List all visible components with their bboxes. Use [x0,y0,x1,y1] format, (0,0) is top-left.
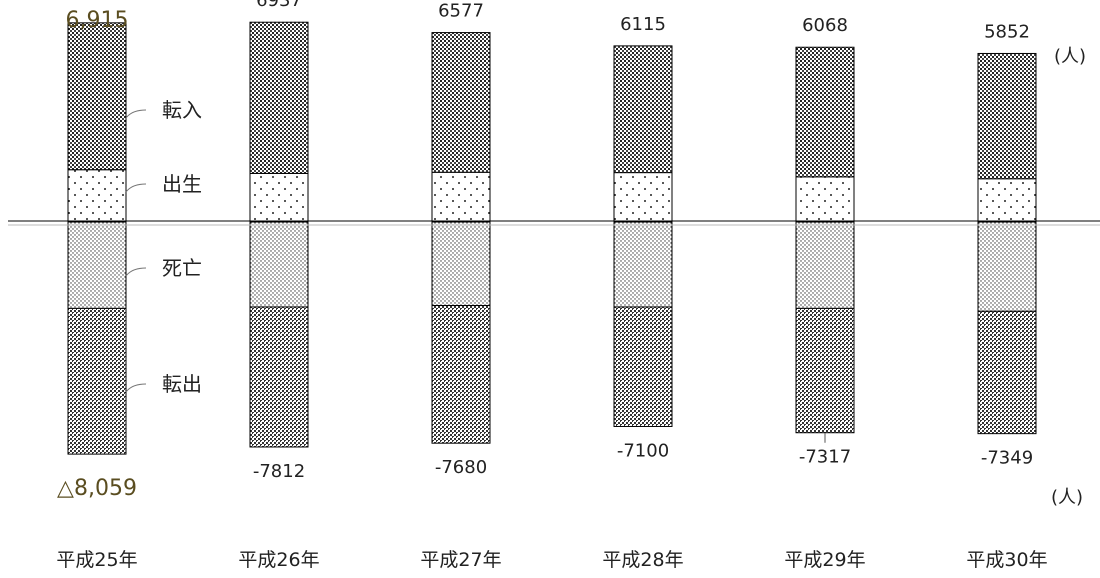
bar-tenshutsu-2 [432,306,490,444]
bottom-total-label-2: -7680 [435,457,487,478]
category-label-3: 平成28年 [602,549,683,571]
series-label-0: 転入 [162,98,202,122]
bar-shibou-1 [250,222,308,307]
series-label-2: 死亡 [162,256,202,280]
category-label-1: 平成26年 [238,549,319,571]
bar-tennyu-3 [614,46,672,173]
category-label-2: 平成27年 [420,549,501,571]
bar-shibou-0 [68,222,126,308]
bar-tennyu-0 [68,23,126,170]
callout-leader-3 [126,384,146,392]
bar-tenshutsu-5 [978,311,1036,433]
bars-layer [68,22,1036,454]
bar-tenshutsu-1 [250,307,308,447]
top-total-label-3: 6115 [620,14,666,35]
category-label-5: 平成30年 [966,549,1047,571]
bar-tenshutsu-4 [796,308,854,432]
bar-tennyu-1 [250,22,308,173]
bar-tennyu-5 [978,53,1036,178]
series-label-3: 転出 [162,372,202,396]
top-total-label-5: 5852 [984,21,1030,42]
unit-label-top: (人) [1054,46,1086,67]
top-total-label-0: 6,915 [66,8,129,33]
bar-shussei-3 [614,173,672,222]
bar-shussei-4 [796,177,854,222]
bar-shibou-2 [432,222,490,306]
bar-tennyu-2 [432,33,490,173]
top-total-label-2: 6577 [438,1,484,22]
callout-leader-0 [126,110,146,118]
series-label-1: 出生 [162,172,202,196]
callout-leader-1 [126,184,146,192]
bottom-total-label-3: -7100 [617,440,669,461]
bar-shussei-1 [250,173,308,222]
bar-tennyu-4 [796,47,854,177]
category-label-4: 平成29年 [784,549,865,571]
category-label-0: 平成25年 [56,549,137,571]
bar-shussei-5 [978,179,1036,222]
bottom-total-label-1: -7812 [253,461,305,482]
bar-tenshutsu-3 [614,307,672,427]
unit-label-bottom: (人) [1051,487,1083,508]
bar-shibou-5 [978,222,1036,311]
callout-leader-2 [126,268,146,276]
top-total-label-4: 6068 [802,15,848,36]
labels-layer: 6,915 △8,059 平成25年 6937 -7812 平成26年 6577 -7680 平… [56,0,1086,571]
bar-shussei-0 [68,170,126,222]
bar-shussei-2 [432,172,490,222]
bottom-total-label-0: △8,059 [57,476,137,501]
top-total-label-1: 6937 [256,0,302,11]
bar-tenshutsu-0 [68,308,126,454]
bottom-total-label-4: -7317 [799,447,851,468]
bar-shibou-3 [614,222,672,307]
bar-shibou-4 [796,222,854,308]
bottom-total-label-5: -7349 [981,448,1033,469]
